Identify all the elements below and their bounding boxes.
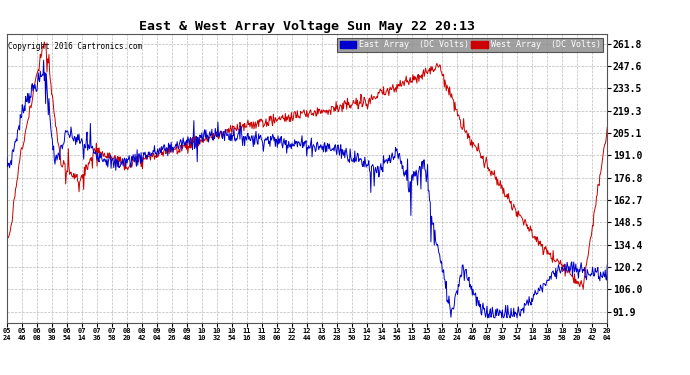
Text: Copyright 2016 Cartronics.com: Copyright 2016 Cartronics.com [8, 42, 141, 51]
Title: East & West Array Voltage Sun May 22 20:13: East & West Array Voltage Sun May 22 20:… [139, 20, 475, 33]
Legend: East Array  (DC Volts), West Array  (DC Volts): East Array (DC Volts), West Array (DC Vo… [337, 38, 603, 52]
